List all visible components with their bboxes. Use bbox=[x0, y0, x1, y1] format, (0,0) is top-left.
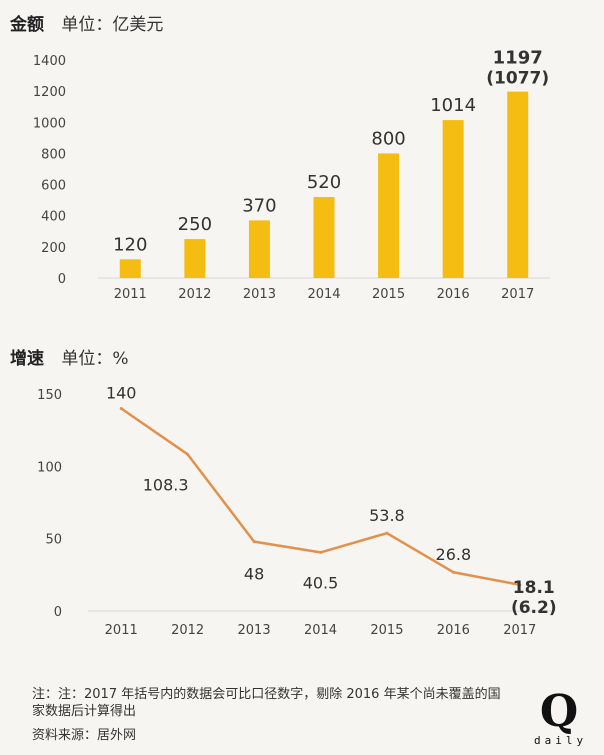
x-tick-label: 2011 bbox=[105, 623, 138, 638]
growth-chart-unit: 单位：% bbox=[61, 349, 129, 369]
bar bbox=[248, 220, 270, 278]
data-label: 40.5 bbox=[303, 573, 339, 592]
data-label-comparable: (6.2) bbox=[511, 598, 557, 618]
data-label: 140 bbox=[106, 383, 137, 402]
y-tick-label: 600 bbox=[41, 179, 66, 194]
data-label: 250 bbox=[178, 214, 212, 235]
bar bbox=[119, 259, 141, 278]
data-label: 370 bbox=[242, 195, 276, 216]
bar bbox=[313, 197, 335, 278]
x-tick-label: 2017 bbox=[503, 623, 536, 638]
y-tick-label: 0 bbox=[58, 272, 66, 287]
data-label: 1197 bbox=[493, 48, 543, 69]
logo-mark: Q bbox=[539, 686, 579, 737]
footnote-note: 注：注：2017 年括号内的数据会可比口径数字，剔除 2016 年某个尚未覆盖的… bbox=[32, 687, 501, 719]
y-tick-label: 1000 bbox=[33, 116, 66, 131]
x-tick-label: 2011 bbox=[114, 287, 147, 302]
data-label: 26.8 bbox=[436, 545, 472, 564]
data-label: 120 bbox=[113, 234, 147, 255]
y-tick-label: 50 bbox=[45, 533, 62, 548]
growth-chart-header: 增速 单位：% bbox=[10, 344, 129, 369]
y-tick-label: 200 bbox=[41, 241, 66, 256]
data-label: 53.8 bbox=[369, 506, 405, 525]
y-tick-label: 1200 bbox=[33, 85, 66, 100]
amount-chart-unit: 单位：亿美元 bbox=[61, 15, 164, 35]
footnote-source: 资料来源：居外网 bbox=[32, 728, 137, 743]
data-point bbox=[119, 406, 123, 410]
data-point bbox=[518, 583, 522, 587]
x-tick-label: 2014 bbox=[304, 623, 337, 638]
y-tick-label: 1400 bbox=[33, 54, 66, 69]
data-label: 1014 bbox=[430, 95, 476, 116]
y-tick-label: 800 bbox=[41, 147, 66, 162]
data-label: 800 bbox=[371, 128, 405, 149]
y-tick-label: 400 bbox=[41, 210, 66, 225]
amount-chart-title: 金额 bbox=[10, 15, 44, 35]
data-label: 108.3 bbox=[143, 475, 189, 494]
x-tick-label: 2016 bbox=[437, 623, 470, 638]
amount-bar-chart: 0 200 400 600 800 1000 1200 1400 2011 120 2012 250 2… bbox=[33, 48, 550, 302]
x-tick-label: 2012 bbox=[171, 623, 204, 638]
data-point bbox=[319, 550, 322, 554]
data-point bbox=[252, 540, 256, 544]
amount-chart-header: 金额 单位：亿美元 bbox=[10, 10, 163, 35]
y-tick-label: 100 bbox=[37, 460, 62, 475]
x-tick-label: 2017 bbox=[501, 287, 534, 302]
bar bbox=[507, 91, 529, 278]
x-tick-label: 2016 bbox=[437, 287, 470, 302]
data-label: 48 bbox=[244, 565, 264, 584]
data-label: 18.1 bbox=[513, 578, 555, 598]
data-point bbox=[186, 452, 190, 456]
qdaily-logo: Q daily bbox=[534, 686, 588, 748]
x-tick-label: 2013 bbox=[243, 287, 276, 302]
bar bbox=[184, 239, 206, 278]
y-tick-label: 150 bbox=[37, 388, 62, 403]
y-tick-label: 0 bbox=[54, 605, 62, 620]
x-tick-label: 2015 bbox=[372, 287, 405, 302]
data-point bbox=[385, 531, 389, 535]
x-tick-label: 2013 bbox=[238, 623, 271, 638]
logo-text: daily bbox=[534, 734, 588, 747]
data-label-comparable: (1077) bbox=[486, 69, 549, 89]
bar bbox=[378, 153, 400, 278]
x-tick-label: 2012 bbox=[178, 287, 211, 302]
bar bbox=[442, 120, 464, 278]
data-label: 520 bbox=[307, 172, 341, 193]
data-point bbox=[451, 570, 455, 574]
growth-line-chart: 0 50 100 150 2011 140 2012 108.3 2013 48 2014 40.5 2… bbox=[37, 383, 557, 638]
x-tick-label: 2015 bbox=[370, 623, 403, 638]
x-tick-label: 2014 bbox=[307, 287, 340, 302]
growth-chart-title: 增速 bbox=[10, 349, 44, 369]
